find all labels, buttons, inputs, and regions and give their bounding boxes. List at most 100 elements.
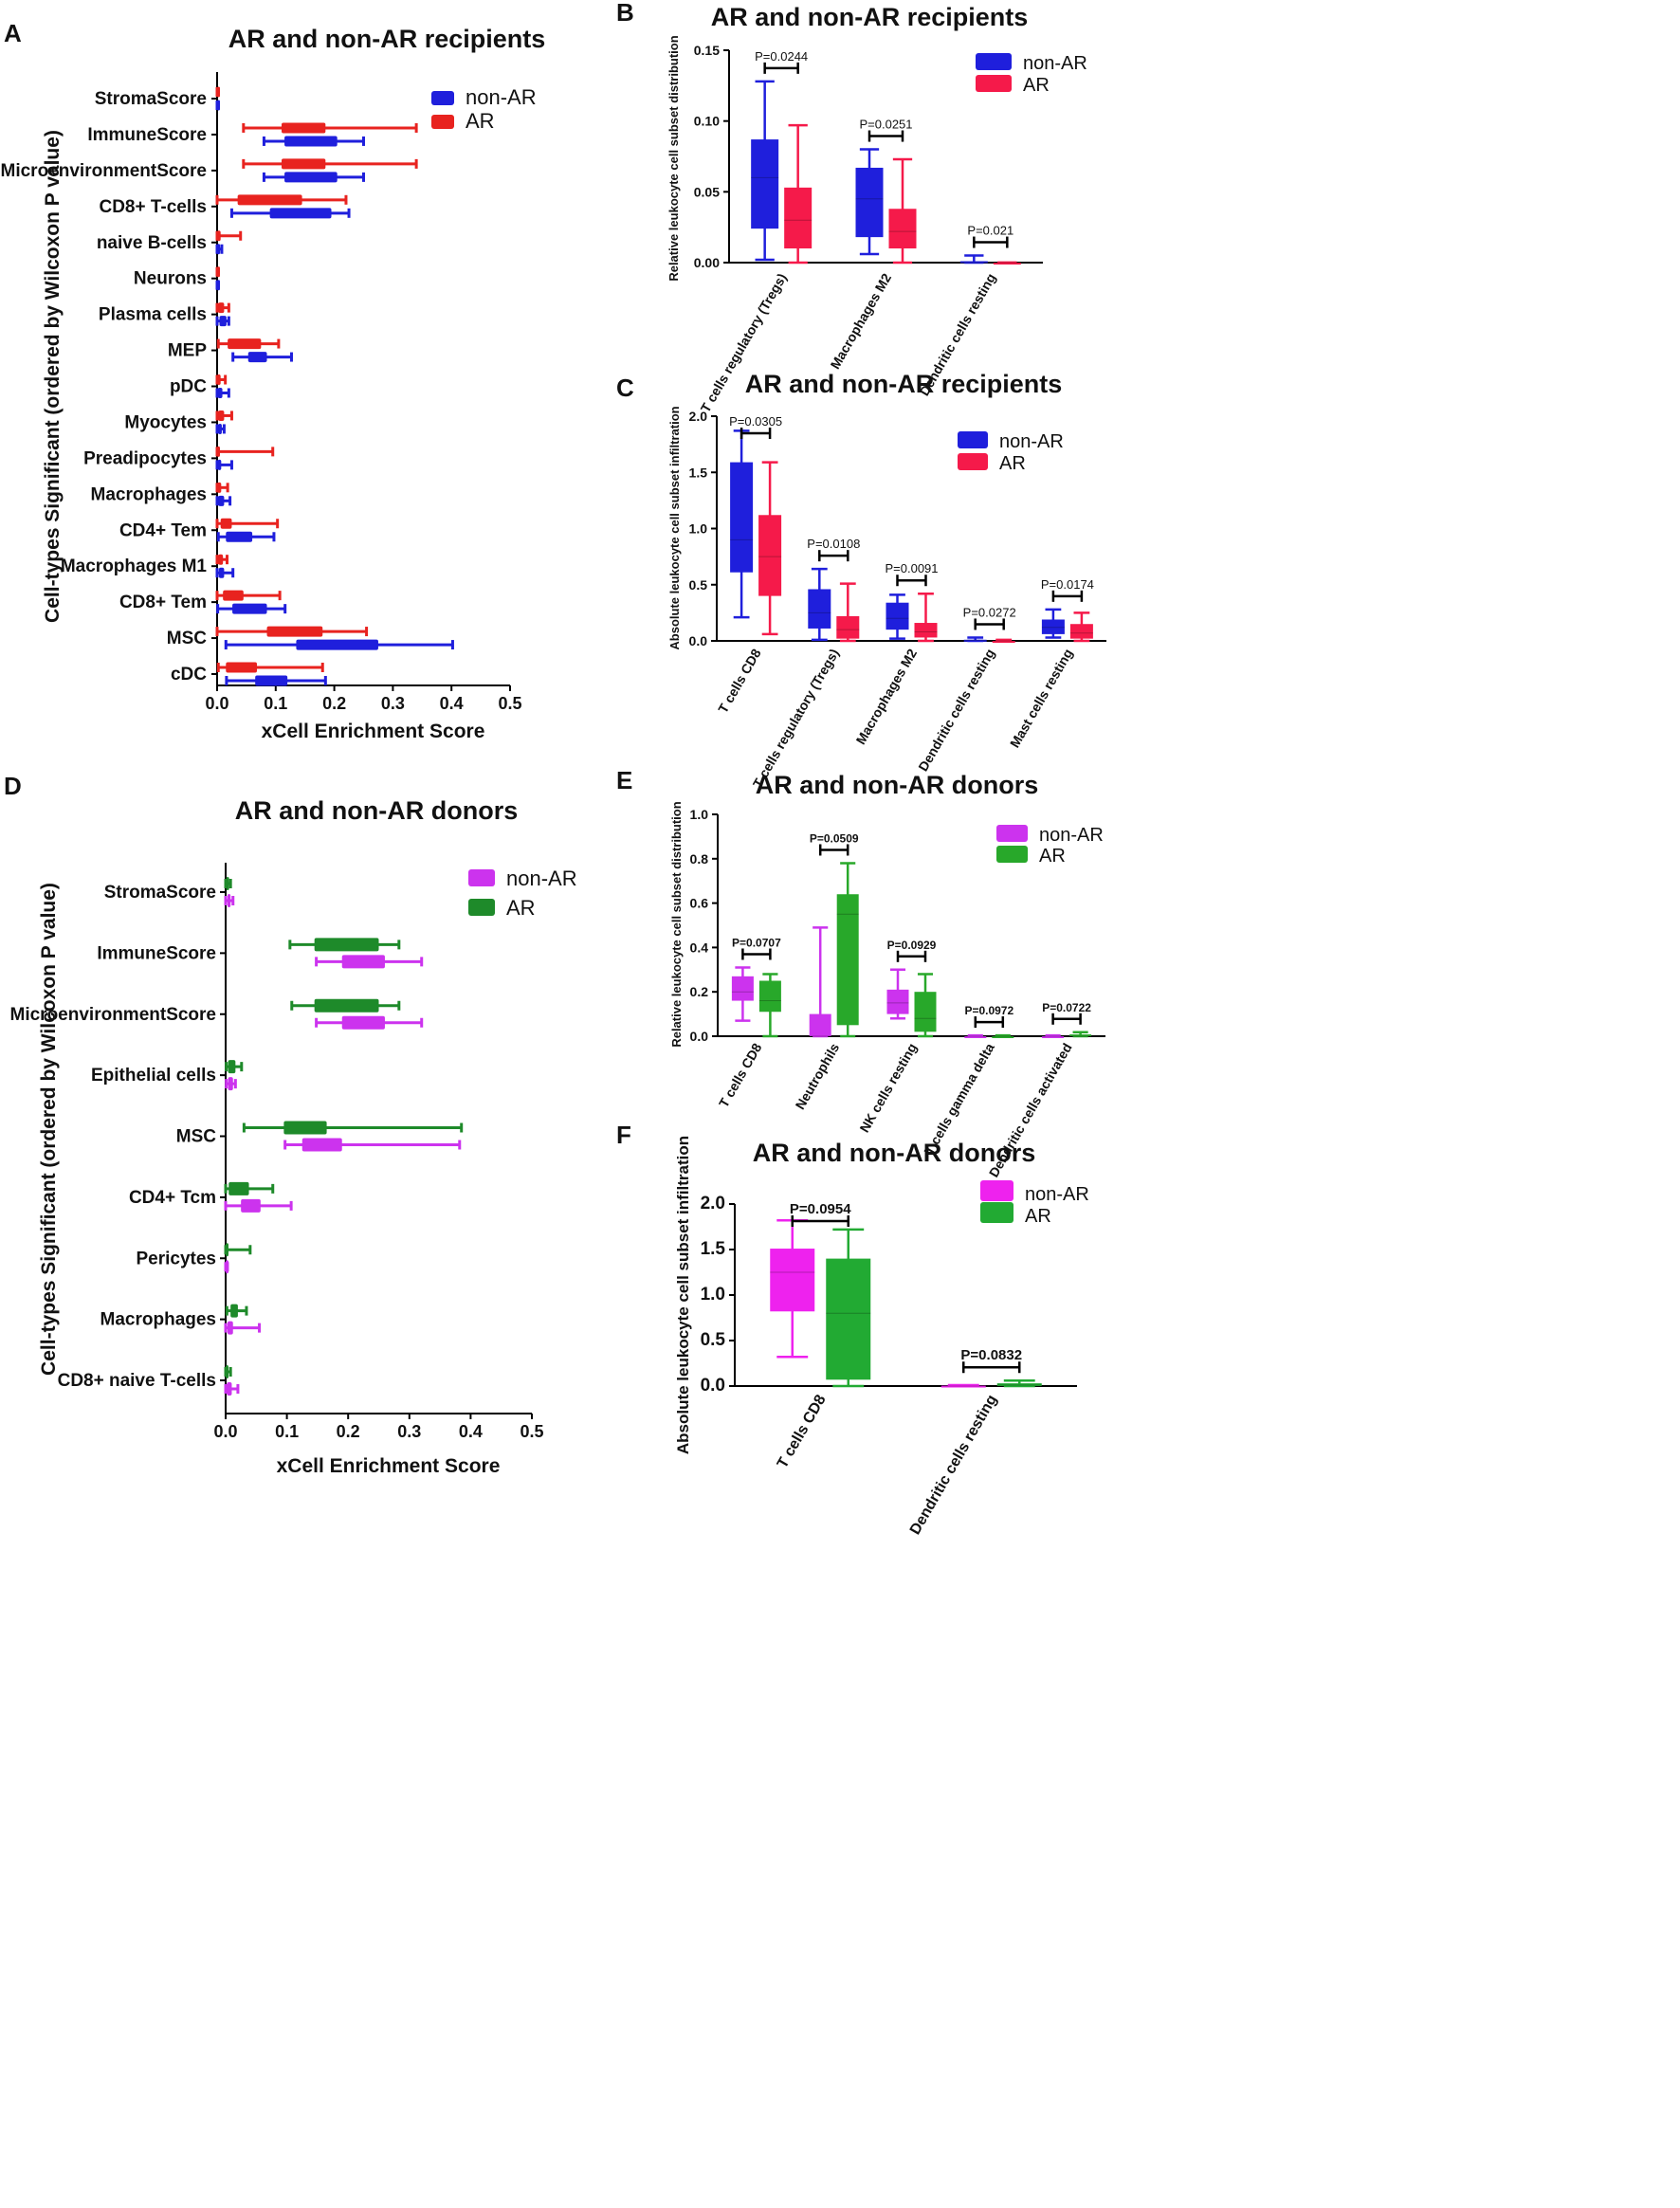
box-non-ar-dendritic-cells-activated bbox=[1042, 1033, 1065, 1038]
p-value-label: P=0.0707 bbox=[732, 936, 781, 949]
iqr-box bbox=[836, 894, 859, 1026]
legend-label-ar: AR bbox=[1039, 846, 1066, 867]
y-tick-label: 0.2 bbox=[690, 984, 709, 999]
category-label-neutrophils: Neutrophils bbox=[793, 1040, 843, 1112]
box-ar-mep bbox=[216, 338, 281, 350]
iqr-box bbox=[992, 1036, 1014, 1038]
legend-swatch-non-ar bbox=[980, 1180, 1013, 1201]
p-value-label: P=0.0244 bbox=[755, 49, 808, 64]
chart-f: 0.0 0.5 1.0 1.5 2.0 Absolute leukocyte cell s… bbox=[674, 1136, 1089, 1538]
category-label-mast-cells-resting: Mast cells resting bbox=[1007, 647, 1076, 751]
box-ar-dendritic-cells-activated bbox=[1069, 1031, 1092, 1038]
y-axis-label: Absolute leukocyte cell subset infiltrat… bbox=[674, 1136, 692, 1454]
iqr-box bbox=[855, 167, 884, 238]
category-label-t-cells-cd8: T cells CD8 bbox=[715, 646, 764, 716]
box-ar-immunescore bbox=[288, 938, 401, 952]
x-tick-label: 0.5 bbox=[520, 1422, 543, 1441]
y-axis-label: Cell-types Significant (ordered by Wilco… bbox=[38, 883, 60, 1376]
legend-swatch-ar bbox=[468, 899, 495, 916]
iqr-box bbox=[284, 136, 338, 147]
box-non-ar-t-cells-regulatory-tregs bbox=[808, 567, 831, 642]
y-tick-label: 1.5 bbox=[701, 1239, 726, 1259]
iqr-box bbox=[217, 446, 220, 457]
box-non-ar-epithelial-cells bbox=[225, 1077, 237, 1091]
x-tick-label: 0.3 bbox=[381, 694, 405, 713]
category-label-macrophages-m1: Macrophages M1 bbox=[61, 557, 208, 576]
box-ar-immunescore bbox=[242, 122, 418, 134]
box-ar-preadipocytes bbox=[215, 446, 275, 457]
iqr-box bbox=[296, 639, 378, 650]
box-ar-macrophages-m2 bbox=[914, 592, 938, 643]
iqr-box bbox=[226, 1365, 228, 1378]
category-label-plasma-cells: Plasma cells bbox=[99, 305, 207, 325]
iqr-box bbox=[730, 462, 754, 573]
box-non-ar-stromascore bbox=[224, 894, 235, 907]
iqr-box bbox=[217, 482, 222, 493]
box-ar-t-cells-cd8 bbox=[758, 461, 782, 636]
p-value-label: P=0.0954 bbox=[790, 1201, 851, 1217]
iqr-box bbox=[218, 302, 225, 314]
box-ar-t-cells-cd8 bbox=[826, 1228, 871, 1388]
box-ar-cdc bbox=[216, 662, 324, 673]
iqr-box bbox=[217, 280, 220, 291]
box-non-ar-myocytes bbox=[215, 423, 226, 434]
iqr-box bbox=[228, 1181, 249, 1195]
box-non-ar-macrophages-m2 bbox=[855, 148, 884, 256]
p-value-label: P=0.0929 bbox=[887, 939, 937, 952]
iqr-box bbox=[784, 187, 813, 249]
legend-swatch-non-ar bbox=[468, 869, 495, 886]
chart-title-d: AR and non-AR donors bbox=[235, 796, 518, 825]
p-value-label: P=0.0091 bbox=[885, 561, 938, 575]
iqr-box bbox=[217, 100, 220, 111]
box-ar-naive-b-cells bbox=[215, 230, 243, 242]
box-non-ar-immunescore bbox=[262, 136, 365, 147]
box-non-ar-cd4-tem bbox=[216, 531, 276, 542]
box-non-ar-t-cells-cd8 bbox=[770, 1219, 815, 1359]
iqr-box bbox=[226, 1243, 228, 1257]
category-label-macrophages: Macrophages bbox=[91, 484, 207, 504]
category-label-cd8-tem: CD8+ Tem bbox=[119, 593, 207, 612]
x-tick-label: 0.2 bbox=[337, 1422, 360, 1441]
iqr-box bbox=[731, 976, 754, 1001]
box-non-ar-naive-b-cells bbox=[215, 244, 224, 255]
y-axis-label: Relative leukocyte cell subset distribut… bbox=[667, 35, 681, 281]
iqr-box bbox=[266, 626, 323, 637]
iqr-box bbox=[888, 209, 917, 249]
box-ar-t-cells-regulatory-tregs bbox=[836, 582, 860, 643]
chart-title-b: AR and non-AR recipients bbox=[711, 3, 1029, 31]
legend-swatch-non-ar bbox=[976, 53, 1012, 70]
iqr-box bbox=[218, 567, 225, 578]
box-non-ar-immunescore bbox=[315, 955, 424, 969]
chart-title-f: AR and non-AR donors bbox=[753, 1139, 1035, 1167]
panel-label-a: A bbox=[4, 19, 22, 47]
box-non-ar-msc bbox=[283, 1138, 462, 1152]
box-non-ar-microenvironmentscore bbox=[315, 1015, 424, 1030]
box-ar-microenvironmentscore bbox=[290, 998, 401, 1013]
iqr-box bbox=[283, 1121, 327, 1135]
y-tick-label: 1.5 bbox=[689, 465, 708, 480]
legend-swatch-non-ar bbox=[996, 825, 1028, 842]
iqr-box bbox=[241, 1198, 261, 1213]
box-non-ar-neurons bbox=[215, 280, 220, 291]
iqr-box bbox=[226, 877, 229, 890]
box-non-ar-t-cells-regulatory-tregs bbox=[751, 80, 779, 262]
iqr-box bbox=[226, 1260, 228, 1274]
box-ar-mast-cells-resting bbox=[1069, 611, 1093, 643]
category-label-naive-b-cells: naive B-cells bbox=[97, 233, 207, 253]
box-non-ar-cd8-t-cells bbox=[229, 208, 351, 219]
box-non-ar-macrophages-m1 bbox=[215, 567, 235, 578]
iqr-box bbox=[218, 423, 222, 434]
y-tick-label: 0.4 bbox=[690, 940, 709, 955]
y-tick-label: 0.8 bbox=[690, 851, 709, 867]
box-ar-cd4-tem bbox=[215, 518, 280, 529]
category-label-nk-cells-resting: NK cells resting bbox=[856, 1041, 920, 1136]
legend-swatch-ar bbox=[996, 846, 1028, 863]
y-axis-label: Absolute leukocyte cell subset infiltrat… bbox=[667, 406, 682, 649]
box-non-ar-neutrophils bbox=[809, 926, 831, 1038]
legend-label-non-ar: non-AR bbox=[506, 867, 577, 890]
iqr-box bbox=[217, 266, 220, 278]
y-tick-label: 1.0 bbox=[690, 807, 709, 822]
box-ar-plasma-cells bbox=[215, 302, 230, 314]
p-value-label: P=0.0108 bbox=[807, 537, 860, 551]
category-label-immunescore: ImmuneScore bbox=[87, 125, 207, 145]
